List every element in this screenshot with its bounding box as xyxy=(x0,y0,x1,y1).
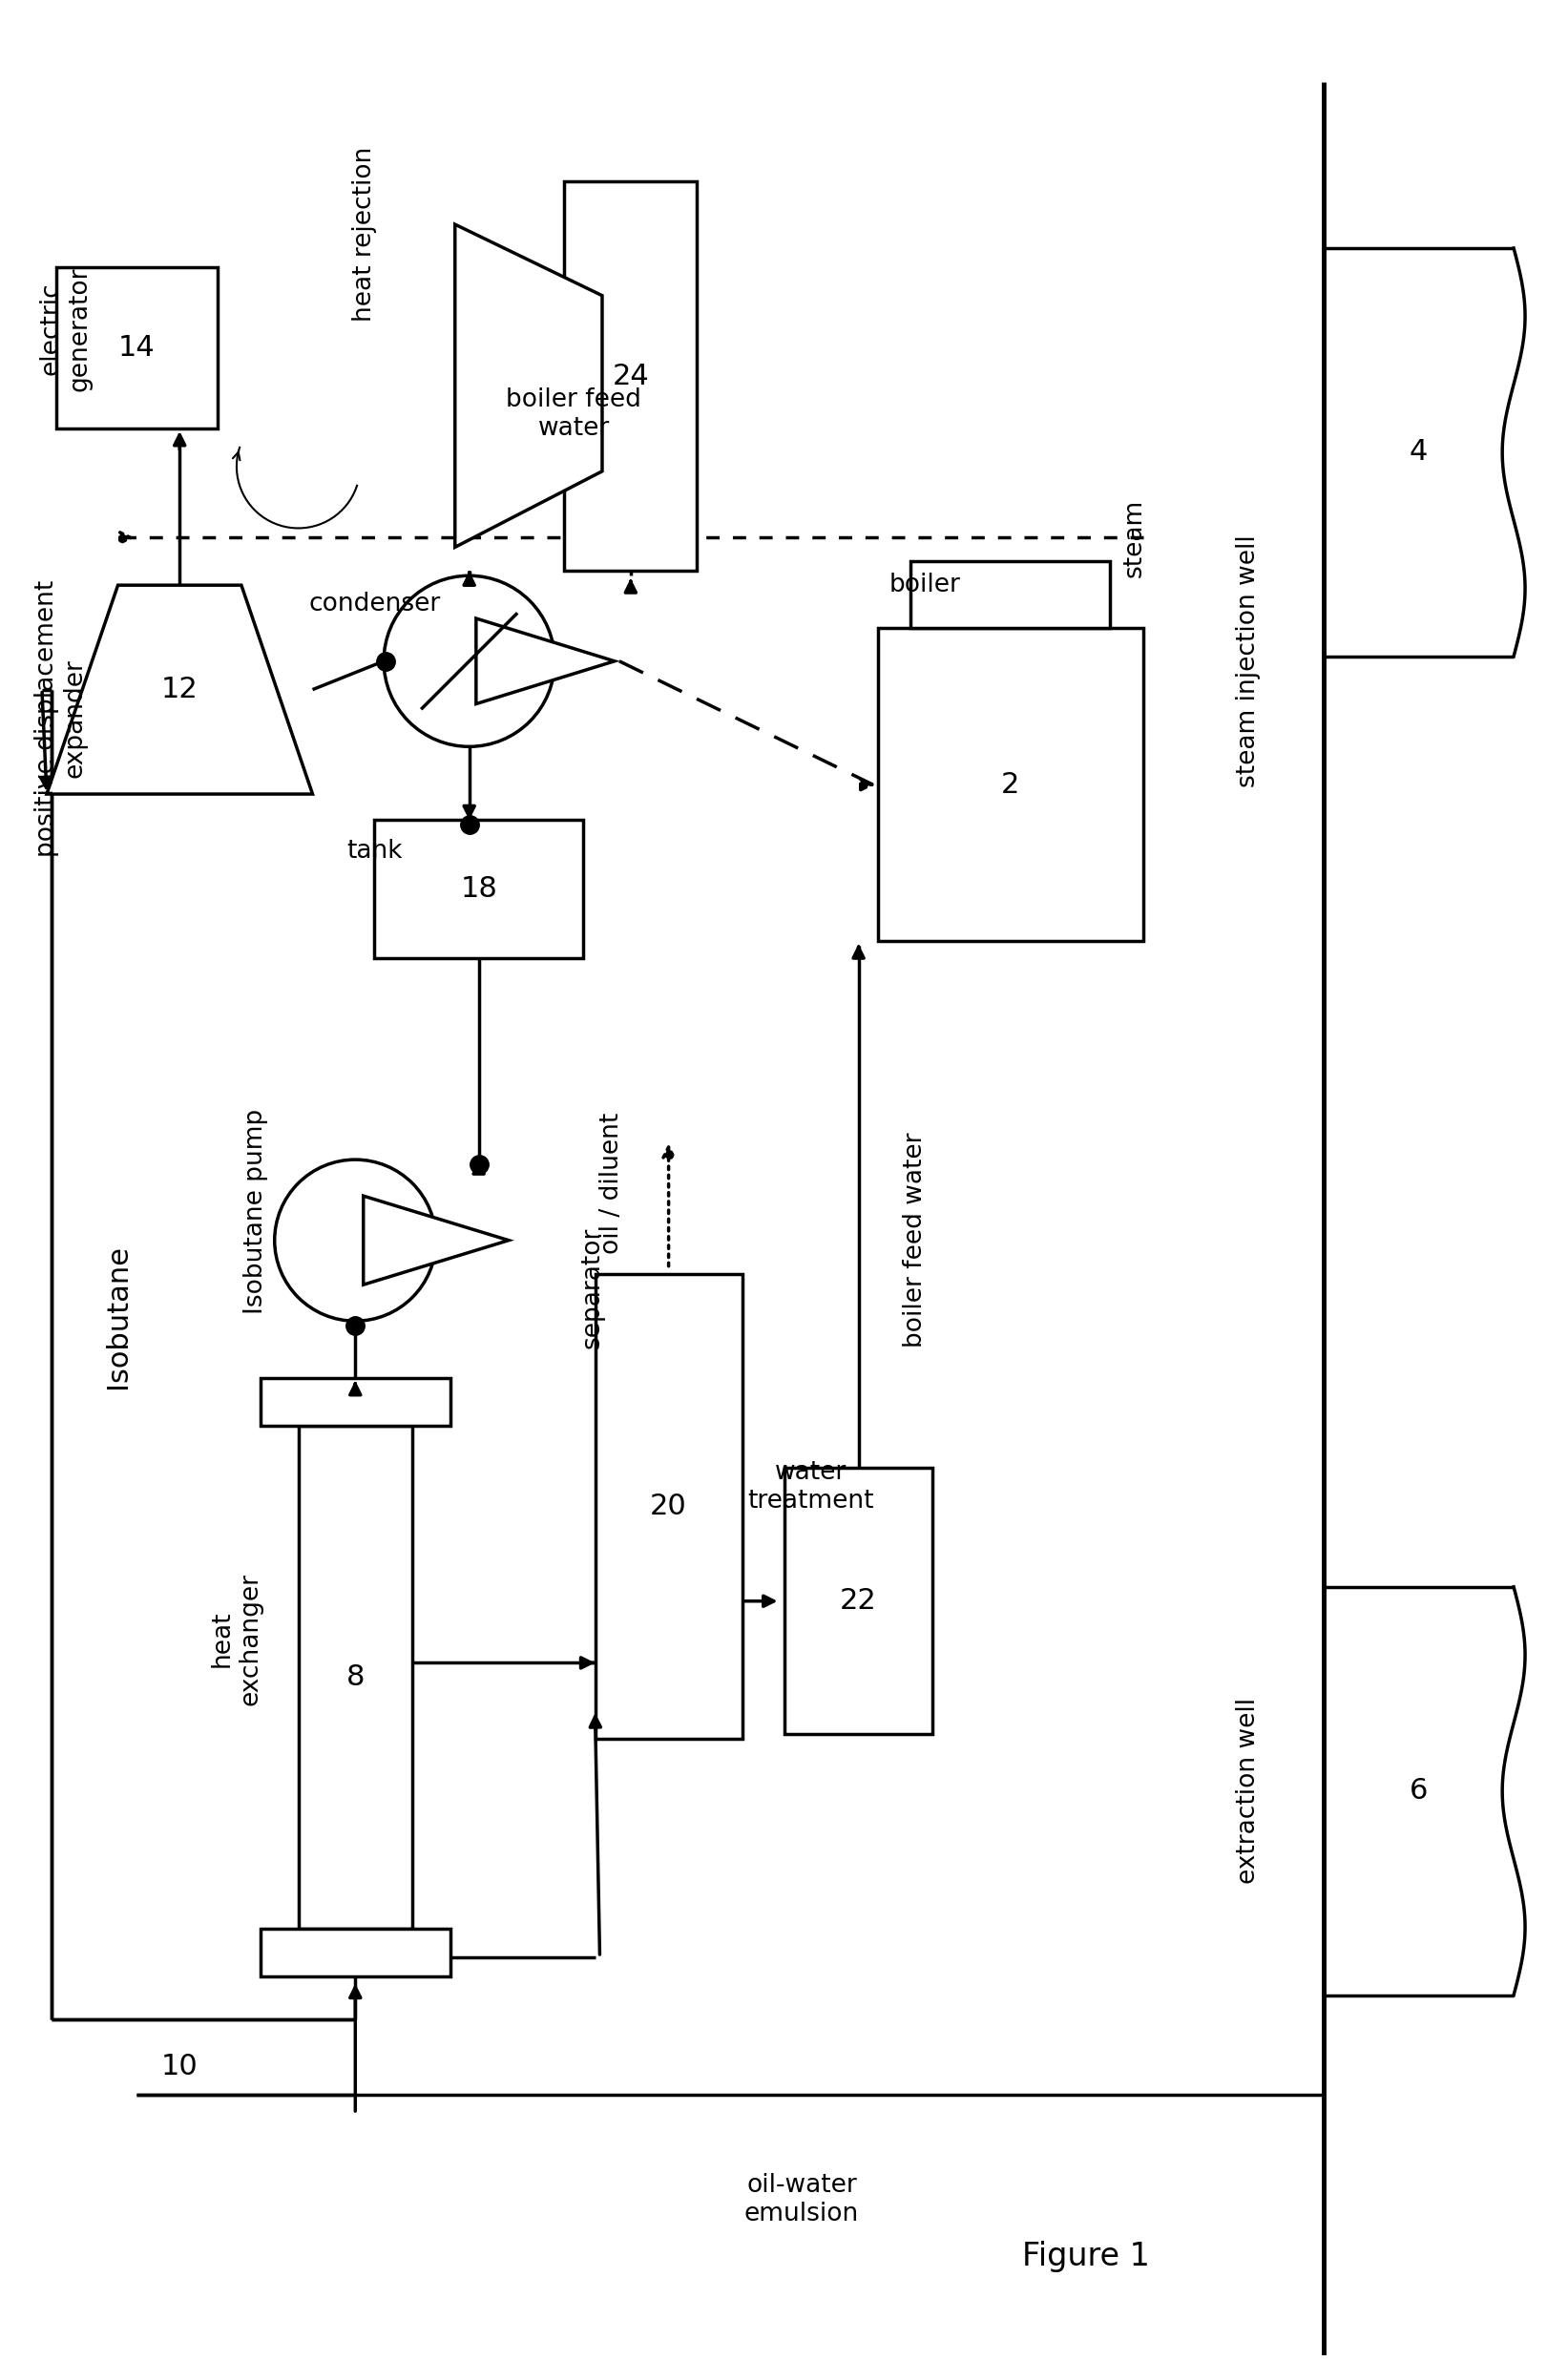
Text: 2: 2 xyxy=(1002,770,1019,798)
Text: boiler feed water: boiler feed water xyxy=(903,1133,928,1348)
Text: 18: 18 xyxy=(459,876,497,902)
Text: 12: 12 xyxy=(162,675,198,704)
Polygon shape xyxy=(364,1197,508,1284)
Text: steam: steam xyxy=(1121,498,1146,576)
Bar xyxy=(56,267,218,427)
Text: Isobutane: Isobutane xyxy=(103,1244,132,1388)
Text: tank: tank xyxy=(347,838,403,864)
Polygon shape xyxy=(47,586,312,793)
Bar xyxy=(260,1929,450,1976)
Text: extraction well: extraction well xyxy=(1236,1698,1261,1884)
Bar xyxy=(786,1469,931,1733)
Text: 24: 24 xyxy=(612,364,649,390)
Bar xyxy=(298,1426,412,1929)
Bar xyxy=(564,182,698,571)
Polygon shape xyxy=(477,619,615,704)
Text: heat rejection: heat rejection xyxy=(353,146,378,321)
Bar xyxy=(594,1273,742,1738)
Text: electric
generator: electric generator xyxy=(39,267,93,392)
Text: separator: separator xyxy=(580,1228,605,1348)
Text: 8: 8 xyxy=(347,1662,365,1690)
Polygon shape xyxy=(455,224,602,548)
Bar xyxy=(911,562,1110,628)
Text: Figure 1: Figure 1 xyxy=(1022,2241,1151,2271)
Text: water
treatment: water treatment xyxy=(748,1461,875,1513)
Bar xyxy=(375,819,583,959)
Text: positive displacement
expander: positive displacement expander xyxy=(34,578,88,857)
Text: boiler feed
water: boiler feed water xyxy=(506,387,641,442)
Text: 20: 20 xyxy=(651,1492,687,1520)
Text: boiler: boiler xyxy=(889,574,961,597)
Text: Isobutane pump: Isobutane pump xyxy=(243,1110,268,1315)
Text: steam injection well: steam injection well xyxy=(1236,536,1261,789)
Text: 14: 14 xyxy=(119,333,155,361)
Bar xyxy=(260,1379,450,1426)
Text: 10: 10 xyxy=(162,2052,198,2080)
Text: oil / diluent: oil / diluent xyxy=(599,1112,624,1254)
Text: 22: 22 xyxy=(840,1587,877,1615)
Text: oil-water
emulsion: oil-water emulsion xyxy=(745,2172,859,2226)
Text: 6: 6 xyxy=(1410,1778,1428,1804)
Text: 4: 4 xyxy=(1410,439,1428,465)
Text: heat
exchanger: heat exchanger xyxy=(210,1572,263,1705)
Bar xyxy=(878,628,1143,942)
Text: condenser: condenser xyxy=(309,593,441,616)
